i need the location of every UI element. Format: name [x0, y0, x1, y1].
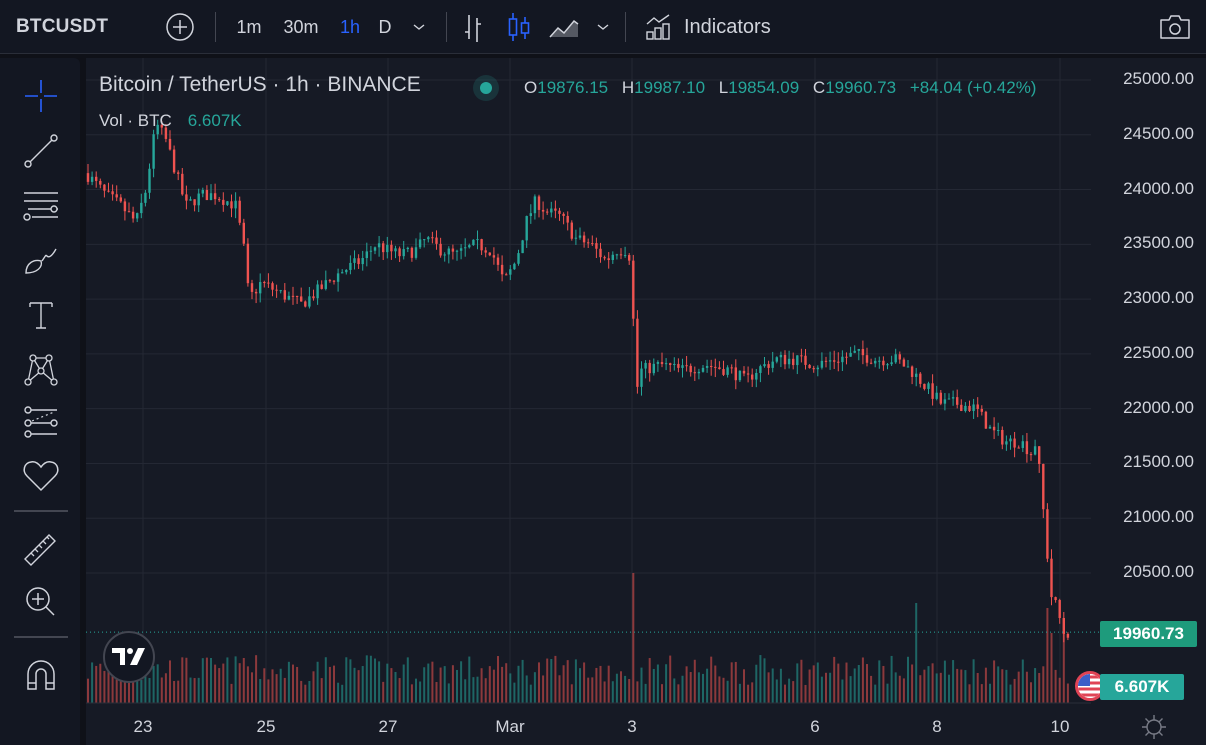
pattern-tool-button[interactable]: [20, 348, 62, 390]
prediction-tool-button[interactable]: [20, 402, 62, 444]
time-axis-label: 10: [1050, 717, 1070, 736]
chevron-down-icon: [597, 24, 609, 30]
indicators-icon: [646, 14, 670, 40]
time-axis-label: 27: [378, 717, 398, 736]
low-value: 19854.09: [728, 78, 800, 97]
close-label: C: [812, 78, 826, 97]
candles-icon: [508, 13, 530, 41]
toolbar-divider: [14, 510, 68, 512]
brush-tool-button[interactable]: [20, 240, 62, 282]
prediction-icon: [24, 406, 58, 438]
trend-line-icon: [24, 134, 58, 168]
bar-chart-icon: [465, 15, 481, 42]
price-change: +84.04 (+0.42%): [909, 78, 1037, 97]
top-toolbar: BTCUSDT 1m 30m 1h D Indicators: [0, 0, 1206, 54]
heart-icon: [23, 461, 59, 492]
last-volume-label: 6.607K: [1100, 674, 1184, 700]
tradingview-logo-icon: [112, 648, 145, 665]
symbol-search-button[interactable]: BTCUSDT: [16, 16, 109, 37]
price-axis-label: 24000.00: [1123, 178, 1194, 198]
time-axis-label: 25: [256, 717, 276, 736]
high-label: H: [621, 78, 635, 97]
toolbar-divider: [625, 12, 626, 42]
price-axis-label: 21000.00: [1123, 507, 1194, 527]
chart-settings-button[interactable]: [1141, 714, 1167, 744]
fib-retracement-tool-button[interactable]: [20, 185, 62, 227]
price-axis-label: 23000.00: [1123, 288, 1194, 308]
time-axis-label: 8: [932, 717, 942, 736]
text-icon: [29, 302, 53, 329]
low-label: L: [718, 78, 729, 97]
time-axis-label: 3: [627, 717, 637, 736]
price-axis-label: 22000.00: [1123, 397, 1194, 417]
interval-30m[interactable]: 30m: [283, 16, 319, 37]
compare-symbol-button[interactable]: [163, 0, 197, 54]
market-status-indicator[interactable]: [473, 75, 499, 101]
close-value: 19960.73: [825, 78, 897, 97]
magnet-tool-button[interactable]: [20, 655, 62, 697]
price-axis-label: 25000.00: [1123, 69, 1194, 88]
area-chart-type-button[interactable]: [545, 0, 583, 54]
measure-tool-button[interactable]: [20, 528, 62, 570]
indicators-button[interactable]: Indicators: [644, 0, 784, 54]
price-axis-label: 20500.00: [1123, 562, 1194, 581]
drawing-toolbar: [0, 58, 80, 745]
bar-chart-type-button[interactable]: [458, 0, 492, 54]
volume-value: 6.607K: [187, 111, 242, 130]
crosshair-icon: [25, 80, 57, 112]
chevron-down-icon: [413, 24, 425, 30]
zoom-in-tool-button[interactable]: [20, 581, 62, 623]
price-chart-canvas[interactable]: [86, 58, 1206, 745]
price-axis-label: 22500.00: [1123, 342, 1194, 362]
chart-pane[interactable]: Bitcoin / TetherUS · 1h · BINANCE O19876…: [86, 58, 1206, 745]
chart-type-dropdown[interactable]: [591, 0, 615, 54]
crosshair-tool-button[interactable]: [20, 75, 62, 117]
open-label: O: [524, 78, 538, 97]
pattern-icon: [24, 354, 58, 386]
toolbar-divider: [14, 636, 68, 638]
interval-dropdown[interactable]: [406, 0, 432, 54]
area-chart-icon: [549, 19, 579, 38]
toolbar-divider: [446, 12, 447, 42]
high-value: 19987.10: [634, 78, 706, 97]
price-axis-label: 23500.00: [1123, 233, 1194, 253]
volume-legend[interactable]: Vol · BTC 6.607K: [99, 111, 242, 131]
time-axis-label: Mar: [495, 717, 525, 736]
ruler-icon: [24, 534, 56, 566]
text-tool-button[interactable]: [20, 294, 62, 336]
open-value: 19876.15: [537, 78, 609, 97]
trend-line-tool-button[interactable]: [20, 130, 62, 172]
price-axis-label: 24500.00: [1123, 123, 1194, 143]
chart-legend-title[interactable]: Bitcoin / TetherUS · 1h · BINANCE: [99, 73, 421, 96]
snapshot-button[interactable]: [1155, 0, 1195, 54]
gear-icon: [1142, 715, 1166, 739]
zoom-in-icon: [26, 587, 55, 616]
brush-icon: [25, 248, 57, 274]
tradingview-logo[interactable]: [103, 631, 155, 683]
interval-1m[interactable]: 1m: [236, 16, 262, 37]
indicators-label: Indicators: [684, 15, 771, 38]
volume-label: Vol · BTC: [99, 111, 172, 130]
last-price-label: 19960.73: [1100, 621, 1197, 647]
interval-d[interactable]: D: [378, 16, 392, 37]
time-axis-label: 23: [133, 717, 153, 736]
toolbar-divider: [215, 12, 216, 42]
ohlc-values: O19876.15 H19987.10 L19854.09 C19960.73 …: [524, 78, 1045, 98]
price-axis-label: 21500.00: [1123, 452, 1194, 472]
time-axis-label: 6: [810, 717, 820, 736]
candles-chart-type-button[interactable]: [503, 0, 535, 54]
favorites-tool-button[interactable]: [20, 455, 62, 497]
camera-icon: [1160, 15, 1190, 39]
interval-1h[interactable]: 1h: [339, 16, 361, 37]
plus-circle-icon: [166, 13, 194, 41]
fib-lines-icon: [23, 192, 58, 221]
magnet-icon: [27, 660, 55, 690]
